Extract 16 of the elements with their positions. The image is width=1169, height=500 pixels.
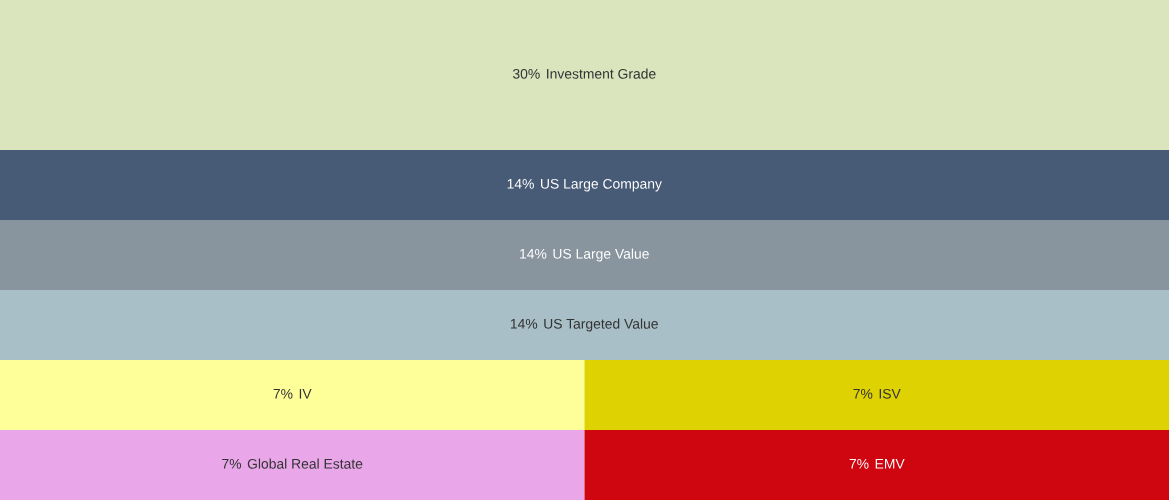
data-label: 14% bbox=[510, 318, 538, 329]
data-label: 7% bbox=[849, 458, 869, 469]
category-label: US Large Value bbox=[553, 248, 649, 262]
data-label: 7% bbox=[222, 458, 242, 469]
category-label: US Large Company bbox=[541, 178, 662, 192]
data-label: 7% bbox=[853, 388, 873, 399]
data-label: 14% bbox=[507, 178, 534, 189]
data-label: 14% bbox=[520, 248, 547, 259]
data-label: 7% bbox=[273, 388, 293, 399]
category-label: Investment Grade bbox=[547, 68, 656, 79]
category-label: EMV bbox=[875, 459, 905, 469]
category-label: US Targeted Value bbox=[544, 318, 658, 332]
category-label: IV bbox=[299, 389, 312, 399]
data-label: 30% bbox=[512, 68, 540, 79]
category-label: Global Real Estate bbox=[247, 458, 363, 469]
category-label: ISV bbox=[879, 388, 901, 399]
